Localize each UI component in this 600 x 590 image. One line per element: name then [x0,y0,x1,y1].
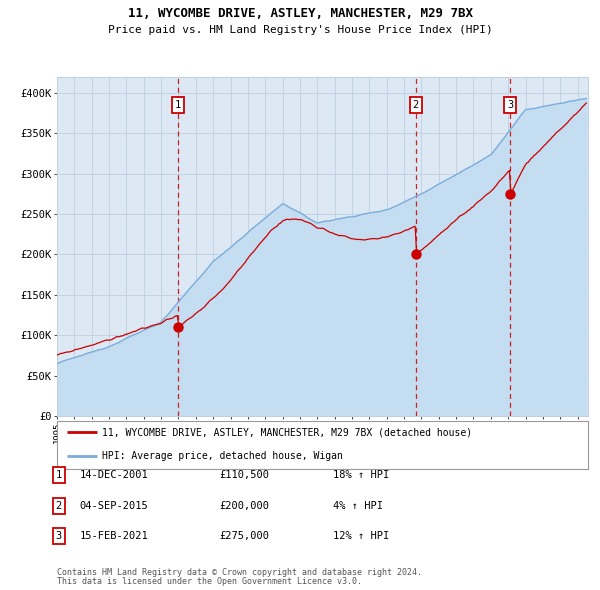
Text: 2: 2 [413,100,419,110]
Text: Price paid vs. HM Land Registry's House Price Index (HPI): Price paid vs. HM Land Registry's House … [107,25,493,35]
Text: 04-SEP-2015: 04-SEP-2015 [80,501,149,510]
Text: 3: 3 [56,532,62,541]
Text: Contains HM Land Registry data © Crown copyright and database right 2024.: Contains HM Land Registry data © Crown c… [57,568,422,577]
Text: 15-FEB-2021: 15-FEB-2021 [80,532,149,541]
Text: £275,000: £275,000 [219,532,269,541]
Text: This data is licensed under the Open Government Licence v3.0.: This data is licensed under the Open Gov… [57,578,362,586]
Text: 12% ↑ HPI: 12% ↑ HPI [333,532,389,541]
Text: £200,000: £200,000 [219,501,269,510]
Text: 4% ↑ HPI: 4% ↑ HPI [333,501,383,510]
Text: 1: 1 [56,470,62,480]
Text: 1: 1 [175,100,181,110]
Text: £110,500: £110,500 [219,470,269,480]
Text: 11, WYCOMBE DRIVE, ASTLEY, MANCHESTER, M29 7BX (detached house): 11, WYCOMBE DRIVE, ASTLEY, MANCHESTER, M… [102,427,472,437]
Text: 11, WYCOMBE DRIVE, ASTLEY, MANCHESTER, M29 7BX: 11, WYCOMBE DRIVE, ASTLEY, MANCHESTER, M… [128,7,473,20]
Text: HPI: Average price, detached house, Wigan: HPI: Average price, detached house, Wiga… [102,451,343,461]
Text: 3: 3 [507,100,514,110]
Text: 14-DEC-2001: 14-DEC-2001 [80,470,149,480]
Text: 2: 2 [56,501,62,510]
Text: 18% ↑ HPI: 18% ↑ HPI [333,470,389,480]
